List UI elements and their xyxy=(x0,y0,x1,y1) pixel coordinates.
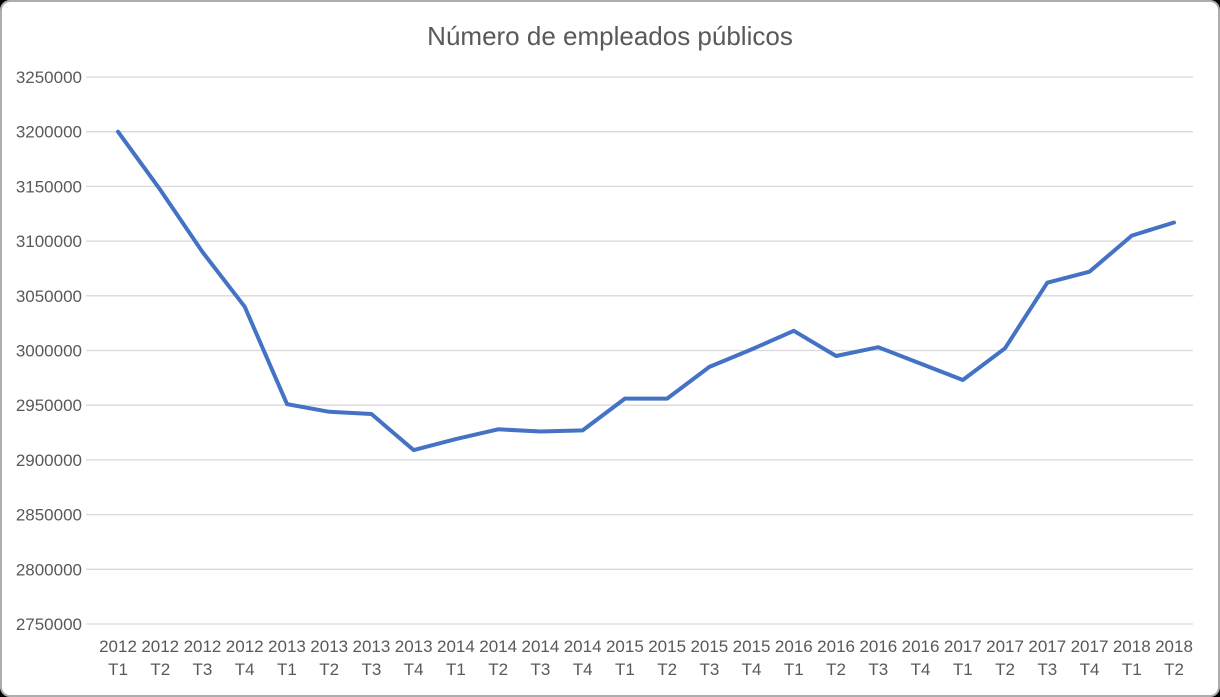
y-axis-tick-label: 3050000 xyxy=(16,287,82,306)
x-axis-labels-group: 2012 T1 2012 T2 2012 T3 2012 T4 2013 T1 2013 T2 2013… xyxy=(99,637,1193,679)
x-axis-year-label: 2016 xyxy=(775,637,813,656)
y-axis-tick-label: 3000000 xyxy=(16,342,82,361)
y-axis-tick-label: 3100000 xyxy=(16,232,82,251)
x-axis-year-label: 2017 xyxy=(1028,637,1066,656)
x-axis-year-label: 2013 xyxy=(310,637,348,656)
x-axis-year-label: 2016 xyxy=(902,637,940,656)
y-axis-tick-label: 3200000 xyxy=(16,123,82,142)
y-axis-tick-label: 2950000 xyxy=(16,396,82,415)
x-axis-quarter-label: T2 xyxy=(488,660,508,679)
x-axis-year-label: 2012 xyxy=(99,637,137,656)
x-axis-year-label: 2014 xyxy=(479,637,517,656)
x-axis-year-label: 2016 xyxy=(817,637,855,656)
x-axis-quarter-label: T4 xyxy=(1080,660,1100,679)
x-axis-year-label: 2015 xyxy=(733,637,771,656)
y-axis-labels-group: 3250000 3200000 3150000 3100000 3050000 30000… xyxy=(16,68,82,634)
y-axis-tick-label: 2750000 xyxy=(16,615,82,634)
x-axis-quarter-label: T3 xyxy=(530,660,550,679)
x-axis-quarter-label: T3 xyxy=(699,660,719,679)
x-axis-year-label: 2015 xyxy=(648,637,686,656)
x-axis-year-label: 2012 xyxy=(141,637,179,656)
x-axis-year-label: 2012 xyxy=(226,637,264,656)
x-axis-quarter-label: T3 xyxy=(193,660,213,679)
data-series-group xyxy=(116,129,1176,453)
x-axis-quarter-label: T1 xyxy=(615,660,635,679)
x-axis-year-label: 2013 xyxy=(353,637,391,656)
x-axis-quarter-label: T4 xyxy=(573,660,593,679)
x-axis-quarter-label: T3 xyxy=(362,660,382,679)
x-axis-year-label: 2016 xyxy=(859,637,897,656)
x-axis-quarter-label: T2 xyxy=(150,660,170,679)
y-axis-tick-label: 2900000 xyxy=(16,451,82,470)
x-axis-quarter-label: T1 xyxy=(953,660,973,679)
x-axis-year-label: 2013 xyxy=(395,637,433,656)
series-line xyxy=(116,129,1176,453)
x-axis-quarter-label: T3 xyxy=(1037,660,1057,679)
x-axis-quarter-label: T1 xyxy=(784,660,804,679)
x-axis-quarter-label: T4 xyxy=(911,660,931,679)
y-axis-tick-label: 2800000 xyxy=(16,560,82,579)
x-axis-quarter-label: T1 xyxy=(446,660,466,679)
x-axis-quarter-label: T3 xyxy=(868,660,888,679)
x-axis-year-label: 2017 xyxy=(1071,637,1109,656)
x-axis-quarter-label: T4 xyxy=(235,660,255,679)
x-axis-quarter-label: T2 xyxy=(657,660,677,679)
x-axis-quarter-label: T1 xyxy=(277,660,297,679)
y-axis-tick-label: 3150000 xyxy=(16,177,82,196)
y-axis-tick-label: 3250000 xyxy=(16,68,82,87)
x-axis-year-label: 2017 xyxy=(944,637,982,656)
x-axis-quarter-label: T4 xyxy=(742,660,762,679)
gridlines-group xyxy=(86,76,1193,625)
y-axis-tick-label: 2850000 xyxy=(16,506,82,525)
x-axis-year-label: 2018 xyxy=(1155,637,1193,656)
x-axis-quarter-label: T1 xyxy=(1122,660,1142,679)
x-axis-quarter-label: T4 xyxy=(404,660,424,679)
x-axis-quarter-label: T1 xyxy=(108,660,128,679)
x-axis-quarter-label: T2 xyxy=(995,660,1015,679)
x-axis-year-label: 2013 xyxy=(268,637,306,656)
x-axis-year-label: 2014 xyxy=(564,637,602,656)
x-axis-year-label: 2015 xyxy=(606,637,644,656)
x-axis-year-label: 2018 xyxy=(1113,637,1151,656)
x-axis-year-label: 2014 xyxy=(437,637,475,656)
x-axis-year-label: 2014 xyxy=(521,637,559,656)
x-axis-year-label: 2015 xyxy=(690,637,728,656)
chart-title: Número de empleados públicos xyxy=(427,21,793,51)
x-axis-quarter-label: T2 xyxy=(1164,660,1184,679)
x-axis-quarter-label: T2 xyxy=(319,660,339,679)
x-axis-year-label: 2012 xyxy=(184,637,222,656)
x-axis-quarter-label: T2 xyxy=(826,660,846,679)
x-axis-year-label: 2017 xyxy=(986,637,1024,656)
